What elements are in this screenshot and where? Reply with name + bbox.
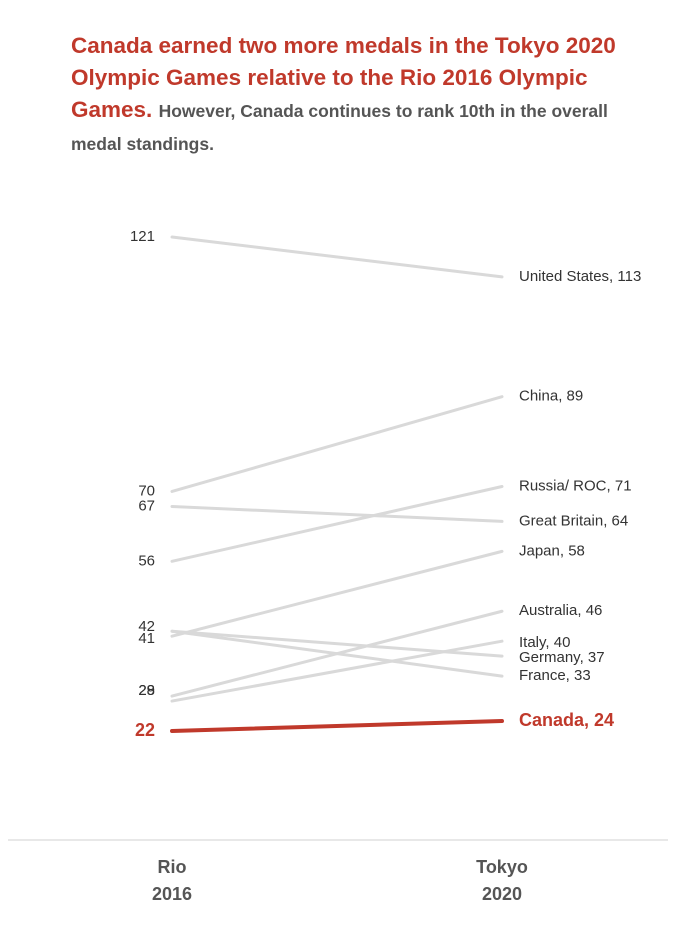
right-label-great-britain: Great Britain, 64 bbox=[519, 512, 628, 529]
left-label-great-britain: 67 bbox=[138, 497, 155, 514]
series-line-japan bbox=[170, 549, 504, 638]
title-subhead: However, Canada continues to rank 10th i… bbox=[71, 101, 608, 154]
series-labels: 121 United States, 113 70 China, 89 67 Great … bbox=[130, 228, 641, 740]
right-label-russia-roc: Russia/ ROC, 71 bbox=[519, 477, 632, 494]
right-label-japan: Japan, 58 bbox=[519, 542, 585, 559]
title-headline: Canada earned two more medals in the Tok… bbox=[71, 33, 616, 122]
right-label-china: China, 89 bbox=[519, 388, 583, 405]
left-label-canada: 22 bbox=[135, 720, 155, 740]
right-label-united-states: United States, 113 bbox=[519, 268, 641, 285]
left-label-japan: 41 bbox=[138, 630, 155, 647]
series-line-great-britain bbox=[170, 504, 504, 523]
right-label-italy: Italy, 40 bbox=[519, 634, 570, 651]
series-line-united-states bbox=[170, 235, 504, 279]
series-line-china bbox=[170, 395, 504, 493]
right-label-canada: Canada, 24 bbox=[519, 710, 614, 730]
series-line-italy bbox=[170, 639, 504, 703]
x-axis-labels: Rio 2016 Tokyo 2020 bbox=[152, 857, 528, 904]
right-label-australia: Australia, 46 bbox=[519, 602, 602, 619]
series-line-russia-roc bbox=[170, 484, 504, 563]
x-label-rio-2016-name: Rio bbox=[158, 857, 187, 877]
left-label-germany: 42 bbox=[138, 618, 155, 635]
series-line-canada bbox=[170, 719, 504, 733]
series-line-australia bbox=[170, 609, 504, 698]
right-label-france: France, 33 bbox=[519, 667, 591, 684]
x-label-rio-2016-year: 2016 bbox=[152, 884, 192, 904]
chart-title: Canada earned two more medals in the Tok… bbox=[71, 30, 631, 160]
x-label-tokyo-2020-name: Tokyo bbox=[476, 857, 528, 877]
x-label-tokyo-2020-year: 2020 bbox=[482, 884, 522, 904]
left-label-australia: 29 bbox=[138, 682, 155, 699]
series-lines bbox=[170, 235, 504, 733]
left-label-italy: 28 bbox=[138, 682, 155, 699]
left-label-russia-roc: 56 bbox=[138, 552, 155, 569]
right-label-germany: Germany, 37 bbox=[519, 649, 605, 666]
left-label-united-states: 121 bbox=[130, 228, 155, 245]
left-label-china: 70 bbox=[138, 482, 155, 499]
